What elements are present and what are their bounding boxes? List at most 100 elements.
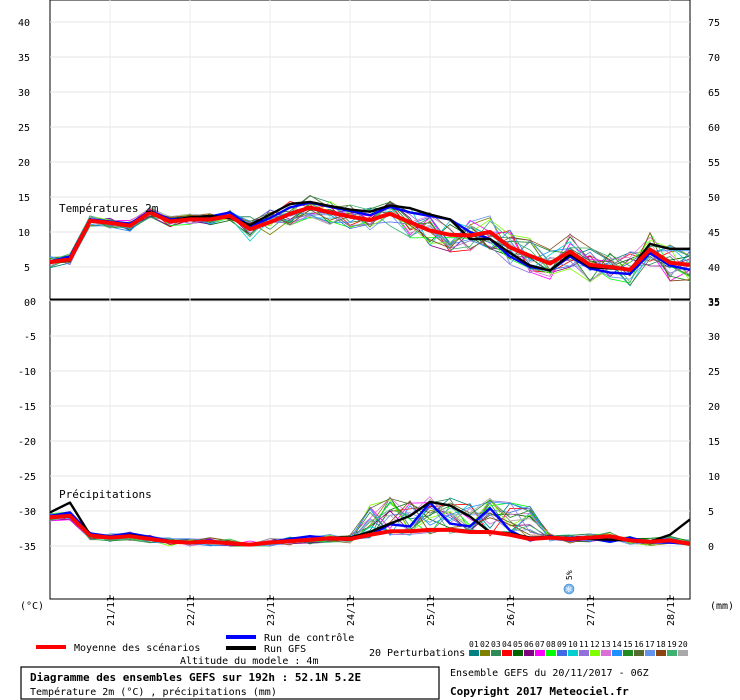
grid [50, 0, 690, 599]
perturbation-number: 19 [667, 640, 677, 649]
perturbation-number: 04 [502, 640, 512, 649]
perturbation-line [49, 207, 691, 277]
x-tick-label: 26/11 [506, 596, 517, 626]
y-tick-label: 30 [708, 332, 720, 343]
snowflake-icon [563, 583, 575, 595]
y-tick-label: 20 [708, 402, 720, 413]
y-tick-label: 35 [708, 297, 720, 308]
y-tick-label: 75 [708, 18, 720, 29]
x-tick-label: 21/11 [106, 596, 117, 626]
altitude-label: Altitude du modele : 4m [180, 656, 318, 667]
y-tick-label: 50 [708, 193, 720, 204]
perturbation-swatch [678, 650, 688, 656]
y-tick-label: 20 [18, 158, 30, 169]
perturbation-swatch [491, 650, 501, 656]
footer-title-box [20, 666, 440, 700]
perturbation-swatch [612, 650, 622, 656]
series-line [49, 205, 691, 272]
x-tick-label: 22/11 [186, 596, 197, 626]
y-axis-right-top: 35 40 45 50 55 60 65 70 75 [708, 18, 720, 309]
y-tick-label: 15 [18, 193, 30, 204]
perturbation-swatch [502, 650, 512, 656]
y-tick-label: -15 [18, 402, 36, 413]
perturbation-swatch [667, 650, 677, 656]
y-tick-label: -35 [18, 542, 36, 553]
legend: Moyenne des scénarios Run de contrôle Ru… [36, 632, 688, 667]
y-tick-label: 0 [708, 542, 714, 553]
series-temperature [49, 200, 691, 276]
y-axis-left-top: 0 5 10 15 20 25 30 35 40 [18, 18, 30, 309]
snowflake-glyph: ✻ [566, 585, 573, 594]
perturbation-swatch [579, 650, 589, 656]
perturbation-swatch [590, 650, 600, 656]
series-precipitation [49, 500, 691, 547]
perturbation-swatch [513, 650, 523, 656]
perturbation-number: 09 [557, 640, 567, 649]
legend-control-label: Run de contrôle [264, 632, 354, 644]
y-tick-label: -30 [18, 507, 36, 518]
perturbation-number: 13 [601, 640, 611, 649]
y-tick-label: -20 [18, 437, 36, 448]
perturbation-swatch [557, 650, 567, 656]
perturbation-swatch [601, 650, 611, 656]
perturbation-number: 08 [546, 640, 556, 649]
y-tick-label: 25 [18, 123, 30, 134]
y-tick-label: 40 [18, 18, 30, 29]
x-tick-label: 28/11 [666, 596, 677, 626]
x-axis-ticks: 21/11 22/11 23/11 24/11 25/11 26/11 27/11 28/11 [106, 595, 677, 626]
unit-right: (mm) [710, 601, 734, 612]
y-tick-label: -5 [24, 332, 36, 343]
footer-subtitle: Température 2m (°C) , précipitations (mm… [30, 686, 277, 698]
y-tick-label: 40 [708, 263, 720, 274]
y-tick-label: 5 [708, 507, 714, 518]
x-tick-label: 23/11 [266, 596, 277, 626]
snow-probability-text: 5% [565, 570, 574, 580]
y-tick-label: 35 [18, 53, 30, 64]
y-tick-label: -25 [18, 472, 36, 483]
perturbation-number: 06 [524, 640, 534, 649]
perturbation-number: 16 [634, 640, 644, 649]
legend-perturbations-label: 20 Perturbations [369, 648, 465, 659]
perturbation-number: 14 [612, 640, 622, 649]
x-tick-label: 27/11 [586, 596, 597, 626]
y-tick-label: 30 [18, 88, 30, 99]
y-tick-label: 0 [24, 298, 30, 309]
y-tick-label: 65 [708, 88, 720, 99]
precipitation-panel-label: Précipitations [59, 488, 152, 501]
x-tick-label: 25/11 [426, 596, 437, 626]
perturbation-swatch [535, 650, 545, 656]
perturbation-number: 20 [678, 640, 688, 649]
perturbation-number: 07 [535, 640, 545, 649]
perturbation-number: 10 [568, 640, 578, 649]
perturbation-swatch [645, 650, 655, 656]
series-line [49, 513, 691, 547]
perturbation-number: 02 [480, 640, 490, 649]
y-axis-left-bottom: -35 -30 -25 -20 -15 -10 -5 0 [18, 297, 36, 553]
perturbation-line [49, 201, 691, 283]
perturbation-number: 01 [469, 640, 479, 649]
perturbation-number: 15 [623, 640, 633, 649]
y-tick-label: 15 [708, 437, 720, 448]
perturbation-swatch [623, 650, 633, 656]
perturbation-number: 12 [590, 640, 600, 649]
y-tick-label: 5 [24, 263, 30, 274]
legend-mean-label: Moyenne des scénarios [74, 642, 200, 654]
perturbation-swatch [568, 650, 578, 656]
y-tick-label: 60 [708, 123, 720, 134]
perturbation-number: 17 [645, 640, 655, 649]
bottom-panel-frame [49, 300, 691, 600]
footer-copyright: Copyright 2017 Meteociel.fr [450, 685, 629, 698]
y-tick-label: 45 [708, 228, 720, 239]
footer-title: Diagramme des ensembles GEFS sur 192h : … [30, 671, 361, 684]
legend-perturbation-swatches: 01 02 03 04 05 06 07 08 09 10 11 12 13 14 15 16 17 18 19 20 [469, 640, 688, 656]
perturbation-swatch [480, 650, 490, 656]
y-tick-label: 10 [708, 472, 720, 483]
perturbation-number: 18 [656, 640, 666, 649]
perturbation-number: 05 [513, 640, 523, 649]
footer-run-info: Ensemble GEFS du 20/11/2017 - 06Z [450, 668, 649, 679]
temperature-panel-label: Températures 2m [59, 202, 159, 215]
perturbation-swatch [546, 650, 556, 656]
y-tick-label: 25 [708, 367, 720, 378]
y-tick-label: -10 [18, 367, 36, 378]
x-tick-label: 24/11 [346, 596, 357, 626]
